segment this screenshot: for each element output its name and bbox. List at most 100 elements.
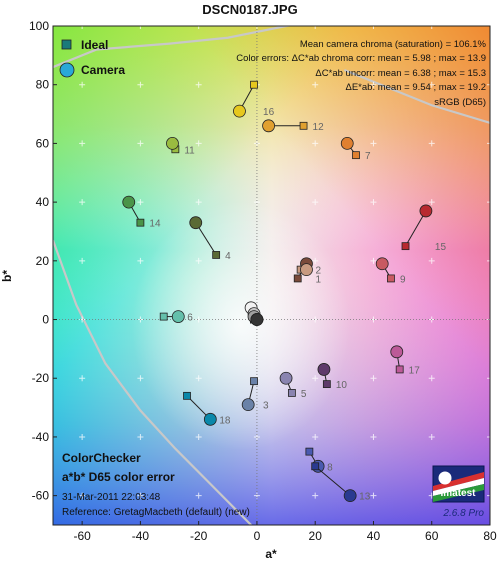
info-box: ColorChecker a*b* D65 color error 31-Mar… xyxy=(62,451,250,518)
grid-cross xyxy=(428,199,435,206)
x-tick-label: 80 xyxy=(483,529,497,543)
ideal-point xyxy=(311,462,320,471)
patch-label: 13 xyxy=(359,492,371,503)
x-tick-label: 0 xyxy=(254,529,261,543)
srgb-gamut-boundary xyxy=(53,26,490,525)
y-tick-label: 0 xyxy=(42,313,49,327)
x-tick-label: 40 xyxy=(367,529,381,543)
patch-label: 12 xyxy=(313,122,325,133)
camera-point xyxy=(122,195,136,209)
grid-cross xyxy=(312,433,319,440)
patch-label: 11 xyxy=(184,145,195,156)
plot-frame xyxy=(52,25,491,526)
camera-point xyxy=(241,398,255,412)
patch-label: 9 xyxy=(400,274,406,285)
patch-label: 6 xyxy=(187,313,193,324)
camera-point xyxy=(375,257,389,271)
y-axis-label: b* xyxy=(0,270,14,282)
ideal-point xyxy=(250,377,258,386)
patch-label: 1 xyxy=(315,274,321,285)
grid-cross xyxy=(195,140,202,147)
y-tick-label: 80 xyxy=(36,78,50,92)
camera-point xyxy=(166,137,179,150)
info-chart-name: ColorChecker xyxy=(62,451,141,465)
grid-cross xyxy=(370,81,377,88)
grid-cross xyxy=(312,492,319,499)
ideal-point xyxy=(136,218,145,227)
ideal-point xyxy=(401,242,410,251)
grid-cross xyxy=(428,140,435,147)
stats-box: Mean camera chroma (saturation) = 106.1%… xyxy=(236,39,486,108)
patch-label: 18 xyxy=(219,415,231,426)
gamut-curve xyxy=(53,26,294,69)
patch-label: 3 xyxy=(263,401,269,412)
gamut-curve xyxy=(343,69,490,124)
x-tick-label: -20 xyxy=(190,529,208,543)
ideal-point xyxy=(387,274,395,283)
ideal-point xyxy=(322,380,331,389)
y-tick-label: -40 xyxy=(32,430,50,444)
x-axis-label: a* xyxy=(265,547,277,561)
y-tick-label: 60 xyxy=(36,136,50,150)
grid-cross xyxy=(137,81,144,88)
ideal-point xyxy=(250,80,258,89)
grid-cross xyxy=(370,140,377,147)
legend-ideal-marker xyxy=(61,39,72,50)
stat-line: Color errors: ΔC*ab chroma corr: mean = … xyxy=(236,53,486,64)
ideal-point xyxy=(352,151,360,160)
legend-camera-marker xyxy=(59,62,75,78)
grid-cross xyxy=(79,375,86,382)
x-tick-label: -60 xyxy=(73,529,91,543)
imatest-logo: Imatest xyxy=(432,465,485,503)
y-tick-label: 100 xyxy=(29,19,49,33)
ideal-point xyxy=(305,447,314,456)
camera-point xyxy=(300,263,313,277)
patch-label: 4 xyxy=(225,251,231,262)
grid-cross xyxy=(79,433,86,440)
ideal-point xyxy=(287,389,296,397)
camera-point xyxy=(279,371,293,385)
grid-cross xyxy=(428,433,435,440)
patch-label: 17 xyxy=(409,365,421,376)
camera-point xyxy=(343,489,357,503)
grid-cross xyxy=(195,199,202,206)
grid-cross xyxy=(79,81,86,88)
ideal-point xyxy=(183,391,191,400)
camera-point xyxy=(419,204,433,218)
chart-title: DSCN0187.JPG xyxy=(202,2,298,17)
stat-line: sRGB (D65) xyxy=(434,97,486,108)
grid-cross xyxy=(370,199,377,206)
grid-cross xyxy=(195,492,202,499)
ideal-point xyxy=(212,251,221,259)
legend-ideal-label: Ideal xyxy=(81,38,108,52)
grid-cross xyxy=(79,140,86,147)
x-tick-label: -40 xyxy=(132,529,150,543)
camera-point xyxy=(390,345,404,359)
patch-label: 10 xyxy=(336,380,348,391)
grid-cross xyxy=(370,375,377,382)
y-tick-label: 40 xyxy=(36,195,50,209)
camera-point xyxy=(203,412,217,426)
ideal-point xyxy=(299,121,308,130)
grid-cross xyxy=(79,492,86,499)
grid-cross xyxy=(195,257,202,264)
grid-cross xyxy=(137,433,144,440)
patch-label: 7 xyxy=(365,151,371,162)
camera-point xyxy=(189,216,203,230)
stat-line: ΔC*ab uncorr: mean = 6.38 ; max = 15.3 xyxy=(315,68,486,79)
patch-label: 5 xyxy=(301,389,307,400)
camera-point xyxy=(317,363,331,376)
grid-cross xyxy=(137,492,144,499)
y-tick-label: -60 xyxy=(32,489,50,503)
gamut-curve xyxy=(53,239,252,525)
grid-cross xyxy=(370,492,377,499)
error-line xyxy=(405,210,427,247)
camera-point xyxy=(340,137,354,150)
grid-cross xyxy=(195,375,202,382)
y-tick-label: -20 xyxy=(32,371,50,385)
grid-cross xyxy=(428,81,435,88)
grid-cross xyxy=(137,199,144,206)
info-reference: Reference: GretagMacbeth (default) (new) xyxy=(62,507,250,518)
y-tick-label: 20 xyxy=(36,254,50,268)
